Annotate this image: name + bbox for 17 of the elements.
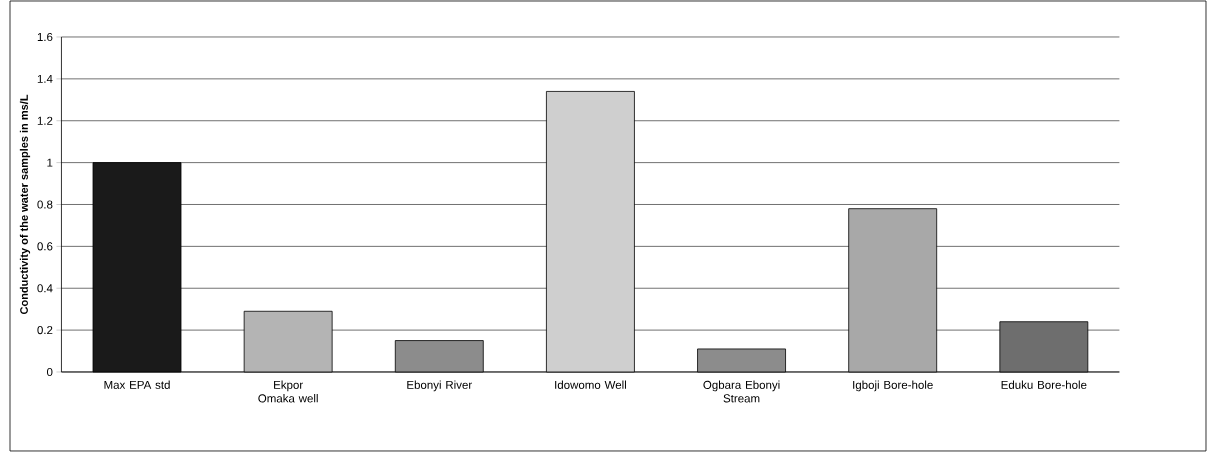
y-tick-label: 0.2 — [37, 326, 53, 335]
x-tick-label: Idowomo Well — [555, 380, 626, 389]
x-tick-label: Ebonyi River — [407, 380, 472, 392]
y-tick-label: 0.4 — [37, 284, 53, 293]
x-tick-label: Ogbara Ebonyi Stream — [703, 380, 780, 403]
x-tick-label: Eduku Bore-hole — [1001, 380, 1087, 389]
x-tick-label: Max EPA std — [104, 380, 170, 389]
y-tick-label: 1.4 — [37, 74, 53, 83]
x-tick-label: Ekpor Omaka well — [258, 380, 318, 403]
y-tick-label: 1.2 — [37, 116, 53, 125]
y-tick-label: 1.6 — [37, 32, 53, 42]
y-axis-title: Conductivity of the water samples in ms/L — [19, 94, 31, 315]
y-tick-label: 0.6 — [37, 242, 53, 251]
y-tick-label: 0.8 — [37, 200, 53, 209]
x-tick-label: Igboji Bore-hole — [853, 380, 933, 392]
y-tick-label: 1 — [47, 158, 53, 167]
y-tick-label: 0 — [46, 367, 53, 377]
